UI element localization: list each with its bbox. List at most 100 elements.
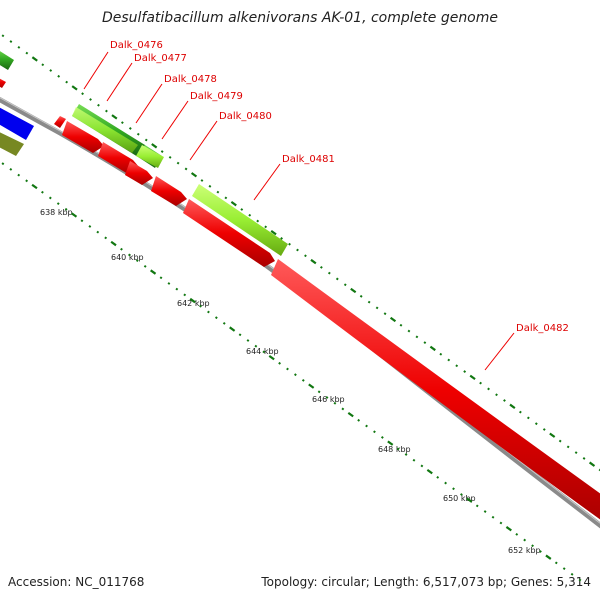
label-dalk-0478: Dalk_0478 [164,74,217,85]
inner-scale-tick [104,236,108,240]
inner-scale-tick [175,287,179,291]
tick-label-652: 652 kbp [508,546,541,555]
tick-label-646: 646 kbp [312,395,345,404]
outer-scale-tick [350,287,357,294]
inner-scale-tick [278,361,281,365]
inner-scale-tick [120,247,123,251]
inner-scale-tick [531,544,534,548]
inner-scale-tick [96,230,100,234]
inner-scale-tick [301,379,305,382]
leader-dalk-0478 [135,83,163,124]
inner-scale-tick [189,297,196,304]
inner-scale-tick [222,321,226,325]
leader-dalk-0480 [189,120,218,161]
outer-scale-tick [495,393,498,397]
cds-feature-left-red [0,78,6,88]
outer-scale-tick [9,40,13,43]
outer-scale-tick [176,161,180,165]
outer-scale-tick [105,109,108,113]
inner-scale-tick [308,383,315,389]
inner-scale-tick [135,259,139,263]
inner-scale-tick [207,310,210,314]
outer-scale-tick [270,229,277,236]
inner-scale-tick [238,333,242,337]
outer-scale-tick [31,56,38,62]
outer-scale-tick [463,370,467,373]
outer-scale-tick [248,213,252,217]
inner-scale-tick [475,504,479,508]
outer-scale-tick [200,179,204,182]
outer-scale-tick [526,416,530,420]
inner-scale-tick [466,497,473,503]
tick-marks [1,34,600,582]
inner-scale-tick [150,269,157,275]
outer-scale-tick [582,457,586,460]
inner-scale-tick [460,493,463,496]
inner-scale-tick [159,276,163,280]
outer-scale-tick [144,138,148,142]
inner-scale-tick [143,264,147,268]
inner-scale-tick [25,179,29,183]
outer-scale-tick [588,461,596,467]
label-dalk-0482: Dalk_0482 [516,323,569,334]
inner-scale-tick [515,532,519,536]
outer-scale-tick [509,403,516,409]
inner-scale-tick [229,326,236,332]
outer-scale-tick [566,445,570,449]
inner-scale-tick [365,424,368,428]
inner-scale-tick [452,487,455,491]
outer-scale-tick [151,143,158,149]
inner-scale-tick [199,304,202,308]
outer-scale-tick [574,451,578,455]
inner-scale-tick [262,350,266,354]
cds-dalk-0481 [192,184,288,256]
cds-feature-left-olive [0,132,24,156]
outer-scale-tick [264,225,268,229]
inner-scale-tick [483,510,487,513]
inner-scale-tick [9,168,13,171]
inner-scale-tick [88,225,92,228]
leader-dalk-0477 [106,62,133,102]
tick-label-640: 640 kbp [111,253,144,262]
tick-label-638: 638 kbp [40,208,73,217]
label-dalk-0481: Dalk_0481 [282,154,335,165]
outer-scale-tick [49,69,53,72]
map-title: Desulfatibacillum alkenivorans AK-01, co… [102,10,498,26]
inner-scale-tick [254,344,258,348]
outer-scale-tick [558,439,562,443]
leader-dalk-0479 [161,100,189,140]
outer-scale-tick [111,114,118,120]
cds-dalk-0479-lightgreen [136,145,164,168]
outer-scale-tick [503,399,506,402]
inner-scale-tick [64,207,68,211]
inner-scale-tick [325,396,329,399]
cds-dalk-0479 [151,176,187,206]
tick-label-644: 644 kbp [246,347,279,356]
outer-scale-tick [375,306,379,310]
tick-label-650: 650 kbp [443,494,476,503]
outer-scale-tick [439,352,443,356]
outer-scale-tick [240,208,244,211]
outer-scale-tick [469,374,476,381]
inner-scale-tick [404,453,408,456]
outer-scale-tick [71,85,78,91]
inner-scale-tick [31,183,38,190]
outer-scale-tick [17,45,21,49]
inner-scale-tick [444,481,448,485]
outer-scale-tick [598,468,600,472]
inner-scale-tick [387,440,394,446]
inner-scale-tick [505,526,512,532]
outer-scale-tick [447,358,451,362]
outer-scale-tick [168,155,172,159]
cds-dalk-0478 [125,161,153,185]
label-dalk-0476: Dalk_0476 [110,40,163,51]
outer-scale-tick [542,428,546,431]
outer-scale-tick [160,150,164,153]
outer-scale-tick [89,98,92,101]
inner-scale-tick [294,373,297,377]
outer-scale-tick [224,196,228,200]
leader-dalk-0482 [484,332,515,371]
topology-text: Topology: circular; Length: 6,517,073 bp… [260,575,591,589]
outer-scale-tick [534,422,538,426]
outer-scale-tick [256,219,260,223]
